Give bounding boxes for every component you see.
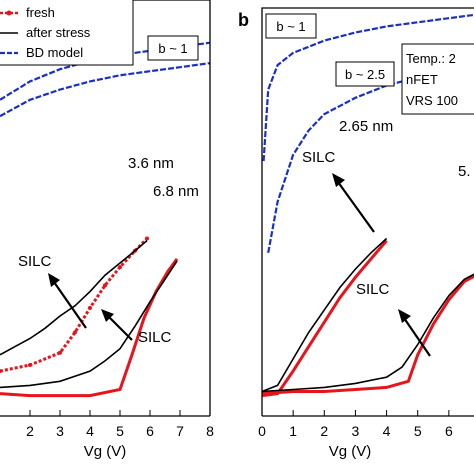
panel-a-series bbox=[0, 41, 211, 398]
panel-a-series-1-line bbox=[0, 239, 148, 356]
panel-b-x-tick-label-0: 0 bbox=[258, 423, 266, 439]
panel-a-series-0-point-8 bbox=[145, 236, 149, 241]
legend-label-fresh: fresh bbox=[26, 5, 55, 20]
panel-b-x-label: Vg (V) bbox=[329, 443, 372, 460]
panel-a-series-0-point-4 bbox=[88, 305, 92, 310]
box-frame bbox=[147, 35, 199, 61]
panel-a-x-ticks: 2 3 4 5 6 7 8 bbox=[26, 410, 214, 439]
panel-b-series-1-line bbox=[261, 237, 388, 393]
panel-b-series-2-line bbox=[261, 274, 474, 396]
panel-b-x-tick-label-5: 5 bbox=[414, 423, 422, 439]
silc-arrow-1 bbox=[332, 173, 375, 233]
conditions-device: nFET bbox=[406, 72, 438, 87]
box-label: b ~ 1 bbox=[158, 41, 187, 56]
annotation-silc-1: SILC bbox=[18, 253, 52, 270]
panel-b-series-3-line bbox=[261, 273, 474, 393]
panel-a: 2 3 4 5 6 7 8 Vg (V) fresh after stress BD mod… bbox=[0, 0, 214, 460]
panel-a-series-0-point-3 bbox=[73, 330, 77, 335]
box-frame bbox=[335, 61, 395, 87]
panel-a-x-tick-label-4: 6 bbox=[146, 423, 154, 439]
annotation-6-8nm: 6.8 nm bbox=[153, 183, 199, 200]
panel-a-x-tick-label-5: 7 bbox=[176, 423, 184, 439]
panel-a-frame bbox=[0, 0, 211, 416]
annotation-5nm: 5. bbox=[458, 163, 471, 180]
panel-b: 0 1 2 3 4 5 6 Vg (V) b ~ 1 b ~ 2.5 Temp.: 2 nF… bbox=[238, 7, 474, 460]
panel-a-x-tick-label-3: 5 bbox=[116, 423, 124, 439]
box-frame bbox=[265, 13, 317, 39]
panel-b-conditions-box: Temp.: 2 nFET VRS 100 bbox=[401, 43, 474, 115]
panel-b-x-tick-label-1: 1 bbox=[289, 423, 297, 439]
legend-label-bd-model: BD model bbox=[26, 45, 83, 60]
legend-marker-fresh bbox=[6, 10, 12, 16]
panel-a-x-tick-label-6: 8 bbox=[206, 423, 214, 439]
arrow-head bbox=[332, 173, 345, 187]
arrow-head bbox=[48, 273, 60, 287]
panel-a-x-tick-label-2: 4 bbox=[86, 423, 94, 439]
panel-b-series-4-line bbox=[262, 13, 474, 162]
panel-b-x-tick-label-6: 6 bbox=[445, 423, 453, 439]
panel-b-x-tick-label-2: 2 bbox=[320, 423, 328, 439]
box-frame bbox=[401, 43, 474, 115]
panel-a-legend: fresh after stress BD model bbox=[0, 0, 134, 66]
conditions-stress: VRS 100 bbox=[406, 93, 458, 108]
silc-arrow-2 bbox=[398, 309, 431, 357]
arrow-head bbox=[101, 309, 114, 322]
silc-arrow-2 bbox=[101, 309, 133, 341]
annotation-3-6nm: 3.6 nm bbox=[128, 155, 174, 172]
panel-a-series-0-point-1 bbox=[28, 363, 32, 367]
legend-entry-bd-model: BD model bbox=[0, 45, 83, 60]
panel-a-x-label: Vg (V) bbox=[84, 443, 127, 460]
legend-entry-fresh: fresh bbox=[0, 5, 55, 20]
panel-a-series-0-point-0 bbox=[0, 369, 2, 374]
annotation-2-65nm: 2.65 nm bbox=[339, 118, 393, 135]
annotation-silc-2: SILC bbox=[138, 329, 172, 346]
arrow-shaft bbox=[337, 181, 375, 233]
silc-arrow-1 bbox=[48, 273, 87, 329]
panel-a-series-0-point-2 bbox=[58, 350, 62, 355]
panel-b-box-b25: b ~ 2.5 bbox=[335, 61, 395, 87]
panel-a-x-tick-label-1: 3 bbox=[56, 423, 64, 439]
panel-b-series-0-line bbox=[261, 239, 388, 398]
annotation-silc-2: SILC bbox=[356, 281, 390, 298]
panel-a-x-tick-label-0: 2 bbox=[26, 423, 34, 439]
arrow-shaft bbox=[107, 315, 133, 341]
legend-label-after-stress: after stress bbox=[26, 25, 91, 40]
panel-b-series bbox=[261, 13, 474, 398]
box-label: b ~ 1 bbox=[276, 19, 305, 34]
arrow-shaft bbox=[403, 317, 431, 357]
panel-b-frame bbox=[261, 7, 474, 416]
panel-a-series-3-line bbox=[0, 260, 178, 389]
panel-b-letter: b bbox=[238, 10, 249, 30]
panel-a-series-2-line bbox=[0, 258, 179, 398]
annotation-silc-1: SILC bbox=[302, 149, 336, 166]
panel-a-series-0-point-5 bbox=[103, 283, 107, 288]
panel-b-box-b1: b ~ 1 bbox=[265, 13, 317, 39]
panel-a-series-0-point-6 bbox=[118, 265, 122, 270]
box-label: b ~ 2.5 bbox=[345, 67, 385, 82]
arrow-shaft bbox=[53, 281, 87, 329]
panel-a-box-b1: b ~ 1 bbox=[147, 35, 199, 61]
panel-a-series-5-line bbox=[0, 62, 211, 118]
legend-box bbox=[0, 0, 134, 66]
panel-b-x-tick-label-3: 3 bbox=[352, 423, 360, 439]
panel-b-x-ticks: 0 1 2 3 4 5 6 bbox=[258, 410, 453, 439]
conditions-temp: Temp.: 2 bbox=[406, 51, 456, 66]
legend-entry-after-stress: after stress bbox=[0, 25, 91, 40]
arrow-head bbox=[398, 309, 411, 323]
panel-b-x-tick-label-4: 4 bbox=[383, 423, 391, 439]
